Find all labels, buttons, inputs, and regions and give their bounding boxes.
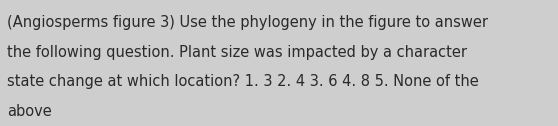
Text: (Angiosperms figure 3) Use the phylogeny in the figure to answer: (Angiosperms figure 3) Use the phylogeny… [7, 15, 488, 30]
Text: the following question. Plant size was impacted by a character: the following question. Plant size was i… [7, 45, 467, 60]
Text: state change at which location? 1. 3 2. 4 3. 6 4. 8 5. None of the: state change at which location? 1. 3 2. … [7, 74, 479, 89]
Text: above: above [7, 104, 52, 119]
